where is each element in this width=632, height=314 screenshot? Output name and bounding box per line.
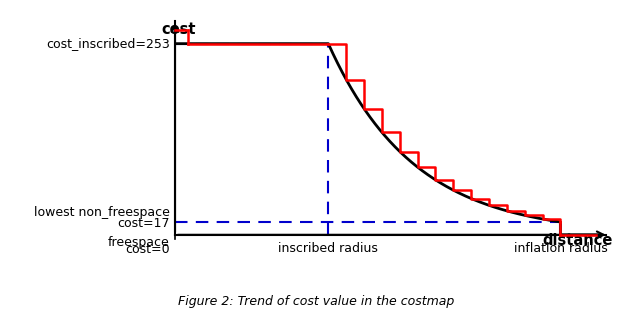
Text: freespace: freespace — [108, 236, 170, 249]
Text: cost: cost — [161, 22, 196, 37]
Text: Figure 2: Trend of cost value in the costmap: Figure 2: Trend of cost value in the cos… — [178, 295, 454, 308]
Text: distance: distance — [543, 233, 613, 248]
Text: cost=0: cost=0 — [125, 243, 170, 257]
Text: inscribed radius: inscribed radius — [278, 242, 379, 255]
Text: inflation radius: inflation radius — [514, 242, 607, 255]
Text: cost_inscribed=253: cost_inscribed=253 — [46, 37, 170, 50]
Text: lowest non_freespace: lowest non_freespace — [34, 206, 170, 219]
Text: cost=17: cost=17 — [118, 217, 170, 230]
